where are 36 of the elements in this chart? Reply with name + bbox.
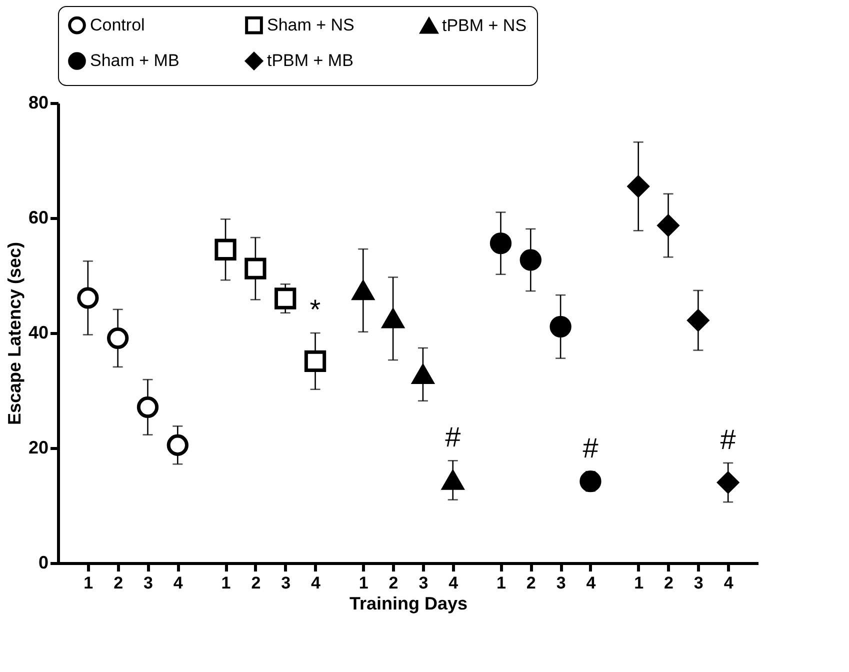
annotation: # (445, 422, 462, 453)
legend-label: Sham + MB (90, 51, 180, 70)
y-tick-label: 20 (28, 438, 48, 458)
x-tick-label: 3 (281, 574, 291, 592)
y-tick-label: 0 (38, 552, 48, 572)
x-tick-label: 4 (724, 574, 734, 592)
x-tick-label: 2 (664, 574, 674, 592)
y-tick-label: 80 (28, 92, 48, 112)
y-tick-label: 40 (28, 322, 48, 342)
annotation: # (720, 424, 736, 455)
x-tick-label: 1 (84, 574, 94, 592)
x-tick-label: 3 (418, 574, 428, 592)
x-tick-label: 2 (114, 574, 124, 592)
x-tick-label: 4 (448, 574, 459, 592)
x-tick-label: 3 (144, 574, 153, 592)
legend-label: Sham + NS (267, 15, 354, 34)
x-tick-label: 4 (311, 574, 322, 592)
x-tick-label: 2 (388, 574, 398, 592)
legend-label: tPBM + NS (442, 16, 527, 35)
legend-label: Control (90, 15, 145, 34)
y-axis-title: Escape Latency (sec) (4, 242, 24, 426)
annotation: * (310, 294, 321, 325)
annotation: # (582, 432, 599, 464)
x-tick-label: 2 (526, 574, 536, 592)
x-tick-label: 2 (251, 574, 261, 592)
x-tick-label: 4 (173, 574, 184, 592)
x-tick-label: 4 (586, 574, 596, 592)
x-tick-label: 1 (358, 574, 368, 592)
x-tick-label: 3 (694, 574, 704, 592)
x-tick-label: 1 (634, 574, 644, 592)
x-tick-label: 1 (496, 574, 506, 592)
y-tick-label: 60 (28, 208, 48, 228)
x-tick-label: 1 (221, 574, 231, 592)
x-tick-label: 3 (556, 574, 566, 592)
legend-label: tPBM + MB (267, 51, 354, 70)
x-axis-title: Training Days (349, 594, 468, 614)
